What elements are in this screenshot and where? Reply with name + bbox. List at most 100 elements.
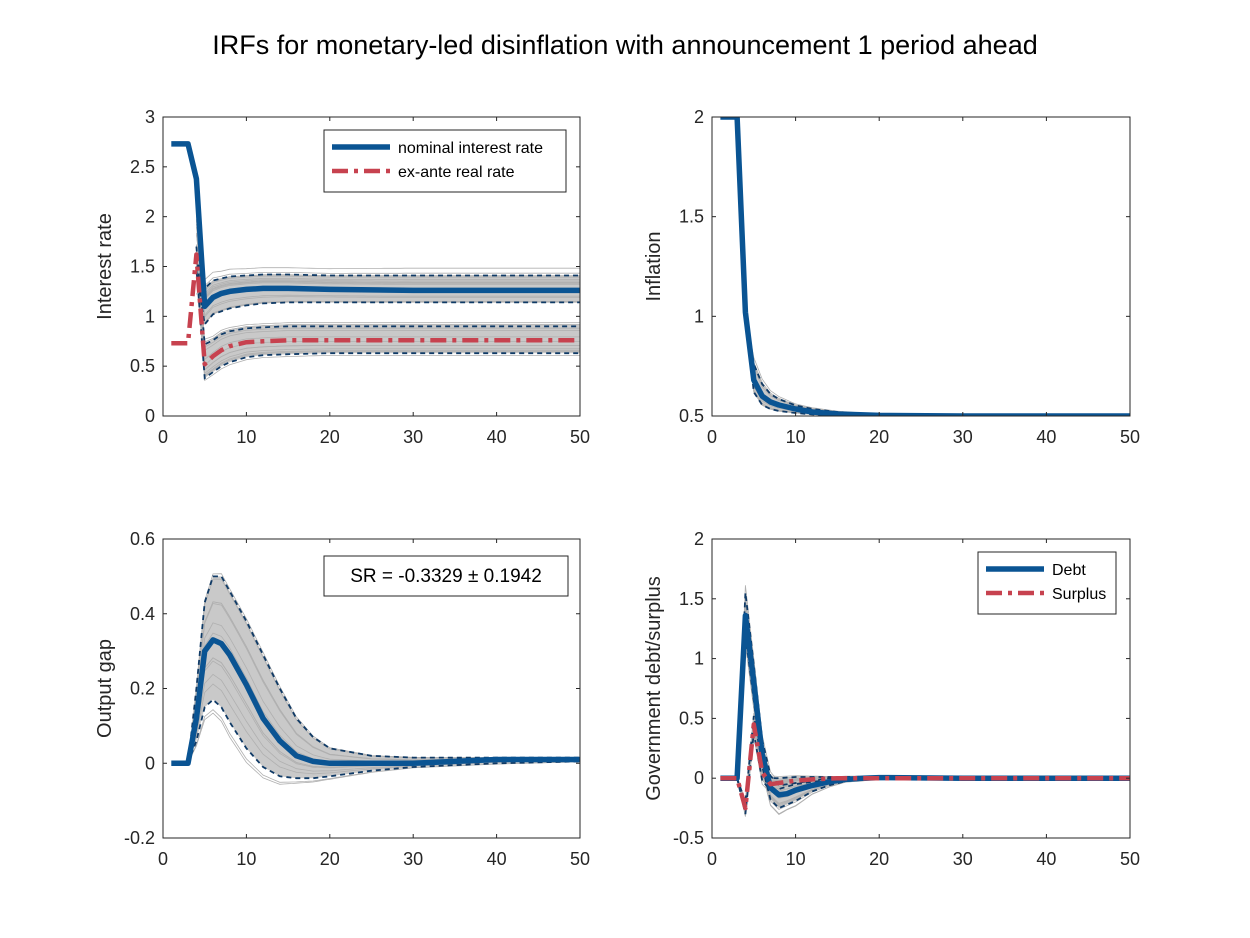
legend-label: ex-ante real rate bbox=[398, 164, 515, 181]
series-line-surplus bbox=[720, 722, 1130, 811]
draw-line bbox=[196, 262, 580, 375]
confidence-band bbox=[188, 576, 580, 779]
x-tick-label: 0 bbox=[158, 427, 168, 447]
x-tick-label: 40 bbox=[1036, 849, 1056, 869]
y-axis-label: Interest rate bbox=[94, 213, 116, 320]
x-tick-label: 30 bbox=[953, 849, 973, 869]
x-tick-label: 40 bbox=[487, 427, 507, 447]
plot-content bbox=[720, 585, 1130, 817]
y-tick-label: 1 bbox=[694, 306, 704, 326]
legend: Debt Surplus bbox=[977, 551, 1117, 615]
legend-box bbox=[977, 551, 1117, 615]
series-line-nominal-interest-rate bbox=[171, 141, 580, 310]
y-tick-label: -0.2 bbox=[124, 828, 155, 848]
y-tick-label: 2 bbox=[145, 207, 155, 227]
plot-area bbox=[712, 117, 1130, 416]
y-tick-label: 1.5 bbox=[679, 207, 704, 227]
x-tick-label: 20 bbox=[869, 427, 889, 447]
y-axis-label: Government debt/surplus bbox=[643, 576, 665, 801]
y-tick-label: 0.5 bbox=[679, 406, 704, 426]
y-tick-label: 0.4 bbox=[130, 604, 155, 624]
axes-box bbox=[711, 538, 1131, 839]
band-lower-line bbox=[744, 312, 1130, 416]
draw-line bbox=[196, 245, 580, 343]
x-tick-label: 0 bbox=[707, 849, 717, 869]
draw-line bbox=[196, 247, 580, 348]
draw-line bbox=[196, 233, 580, 318]
legend-label: Debt bbox=[1052, 562, 1086, 579]
draw-line bbox=[196, 227, 580, 297]
panel-inflation: 0 10 20 30 40 50 0.5 1 1.5 2 Inflation bbox=[643, 107, 1140, 447]
y-tick-label: 3 bbox=[145, 107, 155, 127]
draw-line bbox=[196, 268, 580, 382]
panel-interest-rate: 0 10 20 30 40 50 0 0.5 1 1.5 2 2.5 3 Interest rate nom… bbox=[94, 107, 590, 447]
y-tick-label: 1.5 bbox=[130, 257, 155, 277]
draw-line bbox=[196, 264, 580, 377]
legend-label: nominal interest rate bbox=[398, 140, 543, 157]
legend: nominal interest rate ex-ante real rate bbox=[323, 129, 567, 193]
x-tick-label: 40 bbox=[487, 849, 507, 869]
y-tick-label: 2 bbox=[694, 529, 704, 549]
band-lower-line bbox=[195, 271, 580, 327]
draw-line bbox=[196, 252, 580, 361]
axes-box bbox=[711, 116, 1131, 417]
draw-line bbox=[196, 214, 580, 299]
y-tick-label: 0 bbox=[145, 406, 155, 426]
x-tick-label: 50 bbox=[570, 849, 590, 869]
x-tick-label: 50 bbox=[1120, 427, 1140, 447]
series-line-ex-ante-real-rate bbox=[171, 252, 580, 367]
draw-line bbox=[196, 264, 580, 378]
series-line-debt bbox=[720, 612, 1130, 798]
y-tick-label: 2.5 bbox=[130, 157, 155, 177]
annotation-text: SR = -0.3329 ± 0.1942 bbox=[350, 566, 542, 587]
band-upper-line bbox=[736, 715, 1130, 803]
x-tick-label: 10 bbox=[786, 427, 806, 447]
x-tick-label: 10 bbox=[236, 427, 256, 447]
y-tick-label: 0.5 bbox=[679, 708, 704, 728]
legend-label: Surplus bbox=[1052, 586, 1106, 603]
plot-content bbox=[171, 141, 580, 382]
x-tick-label: 40 bbox=[1036, 427, 1056, 447]
y-tick-label: 0.2 bbox=[130, 679, 155, 699]
draw-line bbox=[196, 219, 580, 298]
y-tick-label: 2 bbox=[694, 107, 704, 127]
x-tick-label: 30 bbox=[953, 427, 973, 447]
legend-box bbox=[323, 129, 567, 193]
annotation-box bbox=[323, 555, 569, 597]
y-tick-label: -0.5 bbox=[673, 828, 704, 848]
band-upper-line bbox=[195, 256, 580, 291]
y-tick-label: 0.5 bbox=[130, 356, 155, 376]
x-tick-label: 20 bbox=[320, 427, 340, 447]
y-tick-label: 1 bbox=[694, 649, 704, 669]
x-tick-label: 0 bbox=[707, 427, 717, 447]
band-lower-line bbox=[195, 266, 580, 380]
x-tick-label: 50 bbox=[570, 427, 590, 447]
y-tick-label: 0 bbox=[145, 753, 155, 773]
y-tick-label: 1.5 bbox=[679, 589, 704, 609]
figure-title: IRFs for monetary-led disinflation with … bbox=[212, 30, 1038, 60]
y-tick-label: 1 bbox=[145, 306, 155, 326]
x-tick-label: 30 bbox=[403, 849, 423, 869]
draw-line bbox=[196, 267, 580, 295]
y-axis-label: Inflation bbox=[643, 231, 665, 301]
draw-line bbox=[196, 244, 580, 340]
y-tick-label: 0 bbox=[694, 768, 704, 788]
x-tick-label: 0 bbox=[158, 849, 168, 869]
draw-line bbox=[196, 268, 580, 287]
draw-line bbox=[196, 234, 580, 295]
band-upper-line bbox=[187, 575, 580, 764]
draw-line bbox=[196, 247, 580, 292]
draw-line bbox=[196, 209, 580, 301]
draw-line bbox=[196, 259, 580, 371]
draw-line bbox=[196, 223, 580, 317]
x-tick-label: 50 bbox=[1120, 849, 1140, 869]
x-tick-label: 20 bbox=[320, 849, 340, 869]
plot-content bbox=[171, 573, 580, 785]
draw-line bbox=[196, 255, 580, 367]
y-axis-label: Output gap bbox=[94, 639, 116, 738]
x-tick-label: 10 bbox=[786, 849, 806, 869]
annotation: SR = -0.3329 ± 0.1942 bbox=[323, 555, 569, 597]
